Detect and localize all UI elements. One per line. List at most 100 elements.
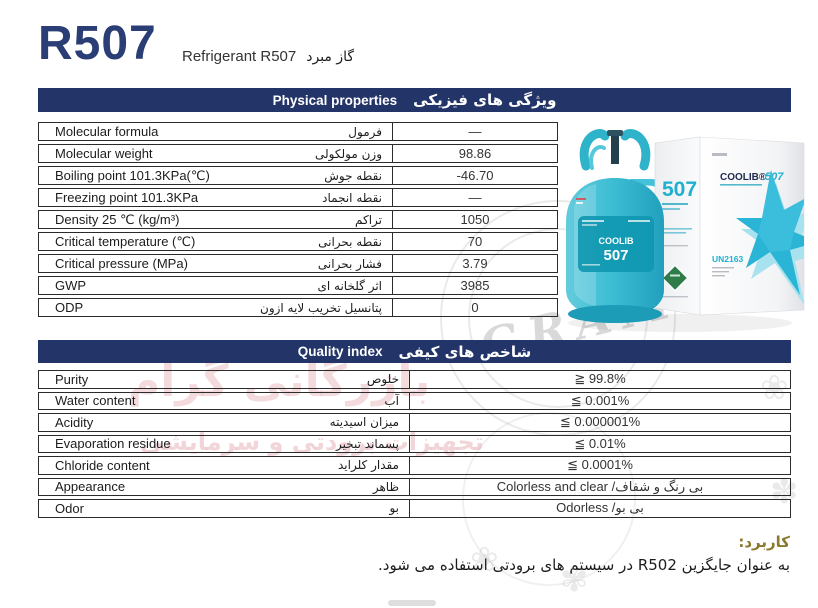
property-label-cell: Acidity میزان اسیدیته: [39, 414, 409, 431]
application-text: به عنوان جایگزین R502 در سیستم های برودت…: [378, 556, 790, 574]
property-value: 3.79: [392, 255, 557, 272]
table-row: Appearance ظاهر Colorless and clear /بی …: [38, 477, 791, 496]
property-value: —: [392, 189, 557, 206]
property-name-fa: میزان اسیدیته: [329, 415, 399, 430]
cylinder-brand-text: COOLIB: [599, 236, 634, 246]
property-label-cell: Chloride content مقدار کلراید: [39, 457, 409, 474]
property-name-fa: مقدار کلراید: [337, 458, 399, 473]
property-label-cell: GWP اثر گلخانه ای: [39, 277, 392, 294]
table-row: Evaporation residue پسماند تبخیر ≦ 0.01%: [38, 434, 791, 453]
table-row: Freezing point 101.3KPa نقطه انجماد —: [38, 188, 558, 207]
quality-index-header-bar: Quality index شاخص های کیفی: [38, 340, 791, 363]
table-row: Odor بو Odorless /بی بو: [38, 499, 791, 518]
property-name-en: Purity: [55, 371, 89, 387]
property-label-cell: Molecular weight وزن مولکولی: [39, 145, 392, 162]
box-graphic: 507 COOLIB® 507 UN2163: [654, 136, 805, 316]
subtitle-english: Refrigerant R507: [182, 48, 297, 65]
property-name-en: Water content: [55, 393, 136, 409]
property-name-fa: اثر گلخانه ای: [317, 278, 382, 293]
property-label-cell: Evaporation residue پسماند تبخیر: [39, 436, 409, 453]
property-label-cell: Critical pressure (MPa) فشار بحرانی: [39, 255, 392, 272]
quality-header-english: Quality index: [297, 344, 383, 359]
property-name-fa: نقطه بحرانی: [318, 234, 382, 249]
property-name-en: Appearance: [55, 479, 126, 495]
property-name-en: Odor: [55, 500, 84, 516]
cylinder-label: COOLIB 507: [578, 216, 654, 272]
table-row: Molecular formula فرمول —: [38, 122, 558, 141]
property-value: Odorless /بی بو: [409, 500, 790, 517]
cropped-text-artifact: [388, 600, 436, 606]
property-name-en: Freezing point 101.3KPa: [55, 190, 199, 205]
property-label-cell: Density 25 ℃ (kg/m³) تراکم: [39, 211, 392, 228]
property-value: ≧ 99.8%: [409, 371, 790, 388]
table-row: ODP پتانسیل تخریب لایه ازون 0: [38, 298, 558, 317]
valve-stem: [611, 134, 619, 164]
box-un-code: UN2163: [712, 254, 743, 264]
star-flash-graphic: [736, 170, 804, 306]
application-section: کاربرد: به عنوان جایگزین R502 در سیستم ه…: [378, 533, 790, 574]
property-value: ≦ 0.0001%: [409, 457, 790, 474]
product-image: B 507 COOLIB® 507: [566, 129, 805, 332]
property-name-en: Critical temperature (℃): [55, 233, 196, 249]
property-label-cell: Appearance ظاهر: [39, 479, 409, 496]
property-value: Colorless and clear /بی رنگ و شفاف: [409, 478, 790, 495]
property-name-en: GWP: [55, 278, 87, 293]
physical-header-english: Physical properties: [272, 92, 398, 108]
property-name-fa: فرمول: [348, 124, 382, 139]
green-diamond-label: [661, 264, 689, 292]
property-name-fa: وزن مولکولی: [315, 146, 382, 161]
property-label-cell: Boiling point 101.3KPa(℃) نقطه جوش: [39, 167, 392, 184]
property-value: -46.70: [392, 167, 557, 184]
property-value: 0: [392, 299, 557, 316]
table-row: Critical temperature (℃) نقطه بحرانی 70: [38, 232, 558, 251]
page-title: R507: [38, 17, 157, 70]
property-name-en: Molecular formula: [55, 124, 159, 139]
property-value: 70: [392, 233, 557, 250]
cylinder-model-text: 507: [603, 247, 628, 264]
property-name-fa: نقطه انجماد: [322, 190, 382, 205]
property-value: ≦ 0.000001%: [409, 414, 790, 431]
property-value: 1050: [392, 211, 557, 228]
property-label-cell: Odor بو: [39, 500, 409, 517]
table-row: GWP اثر گلخانه ای 3985: [38, 276, 558, 295]
property-name-en: Evaporation residue: [55, 436, 171, 452]
property-name-fa: پسماند تبخیر: [335, 436, 399, 451]
property-name-fa: تراکم: [355, 212, 382, 227]
property-name-en: ODP: [55, 300, 84, 315]
cylinder-graphic: COOLIB 507: [566, 129, 664, 323]
table-row: Acidity میزان اسیدیته ≦ 0.000001%: [38, 413, 791, 432]
property-value: ≦ 0.001%: [409, 392, 790, 409]
property-value: 98.86: [392, 145, 557, 162]
property-name-en: Chloride content: [55, 457, 150, 473]
property-name-fa: بو: [389, 501, 399, 516]
table-row: Density 25 ℃ (kg/m³) تراکم 1050: [38, 210, 558, 229]
property-name-en: Critical pressure (MPa): [55, 256, 188, 271]
property-value: 3985: [392, 277, 557, 294]
physical-properties-table: Molecular formula فرمول — Molecular weig…: [38, 122, 558, 320]
property-label-cell: Molecular formula فرمول: [39, 123, 392, 140]
property-name-fa: آب: [384, 393, 399, 408]
subtitle-farsi: گاز مبرد: [306, 49, 355, 65]
page-subtitle: Refrigerant R507 گاز مبرد: [182, 48, 354, 65]
property-label-cell: ODP پتانسیل تخریب لایه ازون: [39, 299, 392, 316]
property-value: ≦ 0.01%: [409, 435, 790, 452]
property-value: —: [392, 123, 557, 140]
quality-header-farsi: شاخص های کیفی: [398, 342, 532, 361]
property-label-cell: Purity خلوص: [39, 371, 409, 388]
property-label-cell: Freezing point 101.3KPa نقطه انجماد: [39, 189, 392, 206]
property-name-fa: فشار بحرانی: [317, 256, 382, 271]
application-heading: کاربرد:: [738, 533, 790, 551]
box-brand-text: COOLIB®: [720, 172, 767, 183]
property-name-fa: پتانسیل تخریب لایه ازون: [260, 300, 382, 315]
table-row: Chloride content مقدار کلراید ≦ 0.0001%: [38, 456, 791, 475]
property-name-fa: خلوص: [366, 372, 399, 387]
property-name-en: Molecular weight: [55, 146, 153, 161]
property-label-cell: Water content آب: [39, 393, 409, 410]
property-label-cell: Critical temperature (℃) نقطه بحرانی: [39, 233, 392, 250]
table-row: Critical pressure (MPa) فشار بحرانی 3.79: [38, 254, 558, 273]
property-name-en: Density 25 ℃ (kg/m³): [55, 211, 180, 227]
property-name-en: Boiling point 101.3KPa(℃): [55, 167, 210, 183]
table-row: Molecular weight وزن مولکولی 98.86: [38, 144, 558, 163]
property-name-fa: ظاهر: [372, 479, 399, 494]
